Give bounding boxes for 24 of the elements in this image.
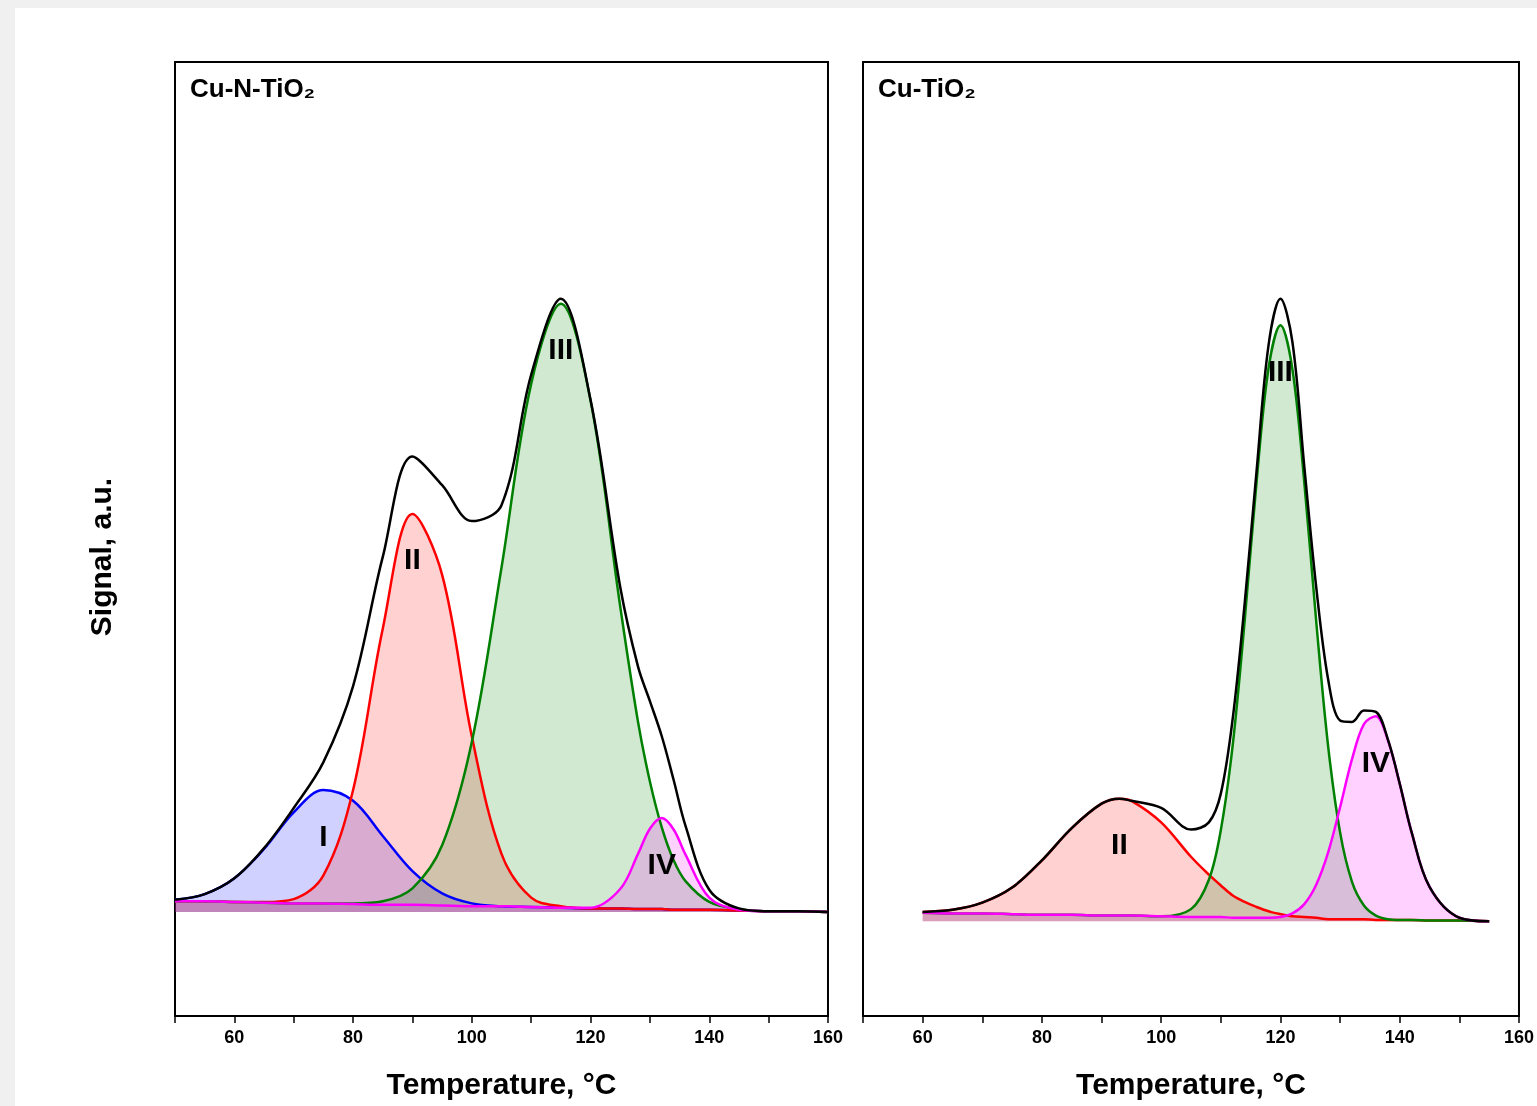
x-tick-label: 120 [575, 1027, 606, 1047]
x-tick-label: 80 [1031, 1027, 1052, 1047]
annotation: II [1111, 827, 1128, 861]
x-tick-label: 60 [912, 1027, 933, 1047]
x-tick-label: 100 [1146, 1027, 1177, 1047]
x-tick-label: 80 [343, 1027, 364, 1047]
chart-title: Cu-N-TiO₂ [190, 73, 316, 103]
x-axis-title: Temperature, °C [1076, 1066, 1306, 1100]
x-tick-label: 120 [1265, 1027, 1296, 1047]
y-axis-title: Signal, a.u. [83, 477, 117, 637]
annotation: I [319, 818, 328, 852]
annotation: III [548, 332, 574, 366]
annotation: IV [1361, 744, 1391, 778]
x-tick-label: 60 [224, 1027, 245, 1047]
x-tick-label: 160 [812, 1027, 844, 1047]
x-tick-label: 140 [694, 1027, 725, 1047]
annotation: IV [647, 846, 676, 880]
x-axis-title: Temperature, °C [386, 1066, 617, 1100]
annotation: II [404, 542, 421, 576]
x-tick-label: 140 [1384, 1027, 1415, 1047]
annotation: III [1267, 353, 1293, 387]
x-tick-label: 100 [456, 1027, 487, 1047]
x-tick-label: 160 [1503, 1027, 1535, 1047]
chart-title: Cu-TiO₂ [878, 73, 976, 103]
